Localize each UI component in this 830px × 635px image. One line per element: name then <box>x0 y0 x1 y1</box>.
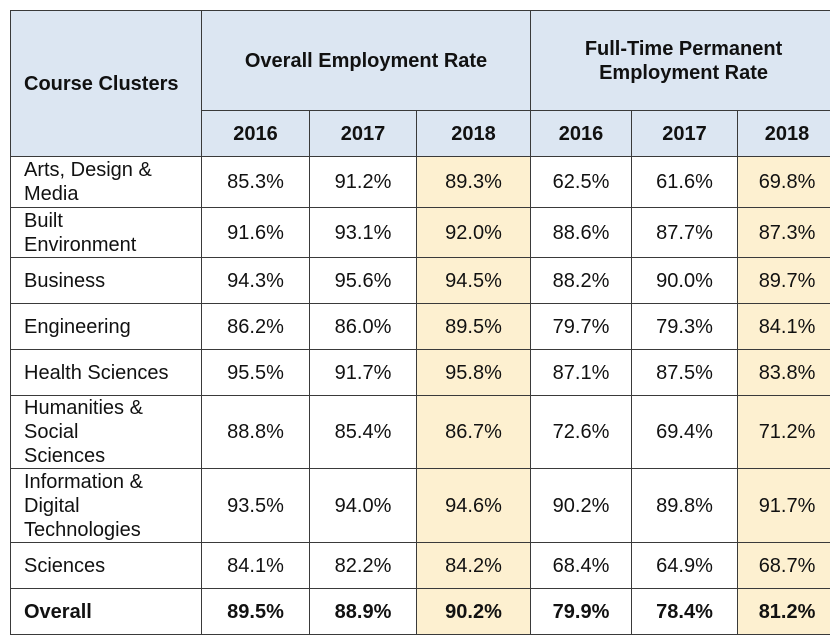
rate-cell: 89.8% <box>632 469 738 543</box>
rate-cell: 87.7% <box>632 208 738 258</box>
course-cluster-name: Built Environment <box>11 208 202 258</box>
rate-cell: 68.7% <box>738 543 830 589</box>
year-header: 2018 <box>738 111 830 157</box>
rate-cell: 69.4% <box>632 396 738 469</box>
rate-cell: 95.6% <box>310 258 417 304</box>
rate-cell: 86.7% <box>417 396 531 469</box>
rate-cell: 87.3% <box>738 208 830 258</box>
rate-cell: 79.3% <box>632 304 738 350</box>
year-header: 2017 <box>632 111 738 157</box>
rate-cell: 94.5% <box>417 258 531 304</box>
rate-cell: 91.6% <box>202 208 310 258</box>
course-cluster-name: Health Sciences <box>11 350 202 396</box>
course-cluster-name: Arts, Design & Media <box>11 157 202 208</box>
course-cluster-name: Engineering <box>11 304 202 350</box>
course-cluster-name: Information & Digital Technologies <box>11 469 202 543</box>
rate-cell: 89.3% <box>417 157 531 208</box>
rate-cell: 93.1% <box>310 208 417 258</box>
rate-cell: 93.5% <box>202 469 310 543</box>
rate-cell: 88.8% <box>202 396 310 469</box>
rate-cell: 91.7% <box>310 350 417 396</box>
course-cluster-name: Sciences <box>11 543 202 589</box>
rate-cell: 88.9% <box>310 589 417 635</box>
rate-cell: 79.7% <box>531 304 632 350</box>
rate-cell: 72.6% <box>531 396 632 469</box>
rate-cell: 92.0% <box>417 208 531 258</box>
rate-cell: 91.7% <box>738 469 830 543</box>
rate-cell: 88.2% <box>531 258 632 304</box>
year-header: 2016 <box>531 111 632 157</box>
fulltime-employment-header: Full-Time Permanent Employment Rate <box>531 11 830 111</box>
rate-cell: 88.6% <box>531 208 632 258</box>
rate-cell: 86.2% <box>202 304 310 350</box>
rate-cell: 94.3% <box>202 258 310 304</box>
rate-cell: 94.6% <box>417 469 531 543</box>
rate-cell: 90.2% <box>417 589 531 635</box>
rate-cell: 85.3% <box>202 157 310 208</box>
rate-cell: 91.2% <box>310 157 417 208</box>
overall-employment-header: Overall Employment Rate <box>202 11 531 111</box>
rate-cell: 90.2% <box>531 469 632 543</box>
rate-cell: 82.2% <box>310 543 417 589</box>
rate-cell: 68.4% <box>531 543 632 589</box>
rate-cell: 71.2% <box>738 396 830 469</box>
rate-cell: 95.5% <box>202 350 310 396</box>
rate-cell: 90.0% <box>632 258 738 304</box>
rate-cell: 89.5% <box>417 304 531 350</box>
rate-cell: 84.2% <box>417 543 531 589</box>
course-cluster-name: Business <box>11 258 202 304</box>
rate-cell: 81.2% <box>738 589 830 635</box>
rate-cell: 94.0% <box>310 469 417 543</box>
rate-cell: 83.8% <box>738 350 830 396</box>
rate-cell: 86.0% <box>310 304 417 350</box>
rate-cell: 78.4% <box>632 589 738 635</box>
rate-cell: 87.5% <box>632 350 738 396</box>
rate-cell: 85.4% <box>310 396 417 469</box>
employment-rate-table: Course Clusters Overall Employment Rate … <box>10 10 830 635</box>
year-header: 2016 <box>202 111 310 157</box>
course-cluster-name: Humanities & Social Sciences <box>11 396 202 469</box>
course-cluster-name: Overall <box>11 589 202 635</box>
year-header: 2018 <box>417 111 531 157</box>
rate-cell: 95.8% <box>417 350 531 396</box>
course-clusters-header: Course Clusters <box>11 11 202 157</box>
rate-cell: 64.9% <box>632 543 738 589</box>
rate-cell: 89.5% <box>202 589 310 635</box>
year-header: 2017 <box>310 111 417 157</box>
rate-cell: 61.6% <box>632 157 738 208</box>
rate-cell: 62.5% <box>531 157 632 208</box>
rate-cell: 69.8% <box>738 157 830 208</box>
rate-cell: 87.1% <box>531 350 632 396</box>
rate-cell: 79.9% <box>531 589 632 635</box>
rate-cell: 84.1% <box>202 543 310 589</box>
rate-cell: 89.7% <box>738 258 830 304</box>
rate-cell: 84.1% <box>738 304 830 350</box>
